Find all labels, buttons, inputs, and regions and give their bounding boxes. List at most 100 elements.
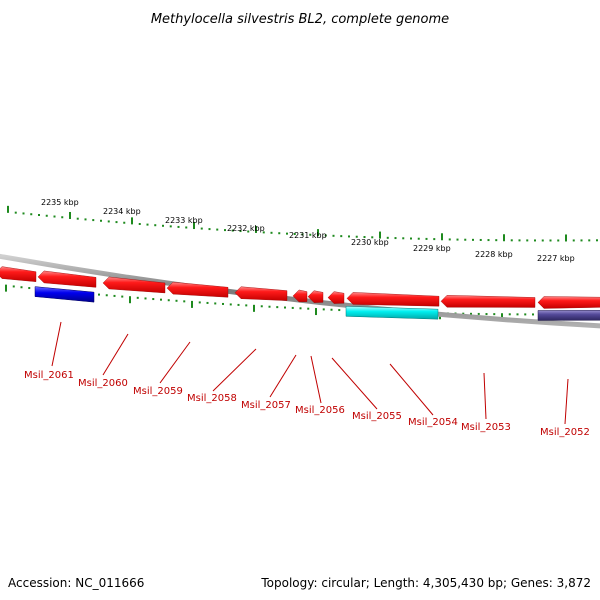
scale-minor-tick — [464, 238, 467, 241]
scale-major-tick — [441, 233, 443, 241]
scale-minor-tick — [301, 233, 304, 236]
scale-label: 2231 kbp — [289, 231, 327, 240]
scale-minor-tick — [355, 235, 358, 238]
gene-label[interactable]: Msil_2058 — [187, 393, 237, 404]
scale-minor-tick — [284, 306, 286, 309]
scale-minor-tick — [462, 312, 465, 315]
scale-minor-tick — [107, 220, 110, 223]
scale-minor-tick — [162, 224, 164, 227]
scale-minor-tick — [270, 231, 273, 234]
scale-minor-tick — [76, 217, 79, 220]
scale-minor-tick — [14, 211, 17, 214]
scale-minor-tick — [557, 239, 560, 242]
gene-arrow[interactable] — [440, 295, 536, 308]
scale-minor-tick — [363, 236, 366, 239]
gene-label[interactable]: Msil_2059 — [133, 386, 183, 397]
scale-minor-tick — [417, 237, 420, 240]
scale-major-tick — [191, 300, 193, 308]
scale-minor-tick — [293, 233, 296, 236]
gene-label[interactable]: Msil_2053 — [461, 422, 511, 433]
scale-minor-tick — [224, 229, 226, 232]
scale-minor-tick — [260, 305, 263, 308]
gene-arrow[interactable] — [37, 270, 97, 288]
scale-minor-tick — [588, 239, 591, 242]
scale-minor-tick — [22, 212, 25, 215]
gene-arrow[interactable] — [292, 289, 308, 303]
scale-minor-tick — [136, 296, 139, 299]
scale-minor-tick — [448, 238, 451, 241]
scale-major-tick — [255, 225, 257, 233]
scale-minor-tick — [532, 313, 534, 316]
label-leader-line — [102, 333, 129, 376]
scale-minor-tick — [167, 299, 170, 302]
scale-minor-tick — [144, 297, 147, 300]
scale-minor-tick — [28, 287, 31, 290]
gene-box[interactable] — [34, 286, 95, 303]
gene-arrow[interactable] — [102, 276, 166, 294]
gene-label[interactable]: Msil_2057 — [241, 400, 291, 411]
scale-minor-tick — [324, 234, 327, 237]
scale-minor-tick — [169, 225, 172, 228]
scale-minor-tick — [154, 224, 157, 227]
scale-minor-tick — [160, 298, 162, 301]
gene-arrow[interactable] — [234, 286, 288, 301]
scale-minor-tick — [247, 230, 250, 233]
gene-label[interactable]: Msil_2054 — [408, 417, 458, 428]
scale-minor-tick — [276, 306, 279, 309]
scale-major-tick — [501, 313, 503, 321]
scale-minor-tick — [402, 237, 405, 240]
label-leader-line — [483, 372, 487, 420]
scale-label: 2227 kbp — [537, 254, 575, 263]
scale-minor-tick — [200, 227, 203, 230]
scale-label: 2235 kbp — [41, 198, 79, 207]
gene-label[interactable]: Msil_2061 — [24, 370, 74, 381]
scale-major-tick — [193, 222, 195, 230]
scale-minor-tick — [61, 216, 64, 219]
label-leader-lines — [51, 321, 569, 425]
scale-major-tick — [317, 229, 319, 237]
gene-label[interactable]: Msil_2056 — [295, 405, 345, 416]
scale-minor-tick — [177, 225, 180, 228]
scale-minor-tick — [98, 293, 100, 296]
gene-features — [0, 266, 600, 321]
gene-label[interactable]: Msil_2052 — [540, 427, 590, 438]
gene-labels: Msil_2061 Msil_2060 Msil_2059 Msil_2058 … — [24, 370, 590, 438]
scale-minor-tick — [410, 237, 412, 240]
gene-arrow[interactable] — [0, 266, 37, 282]
gene-box[interactable] — [537, 310, 600, 321]
scale-minor-tick — [299, 307, 302, 310]
scale-minor-tick — [208, 228, 211, 231]
scale-minor-tick — [278, 232, 281, 235]
label-leader-line — [564, 378, 569, 425]
scale-minor-tick — [371, 236, 374, 239]
scale-minor-tick — [386, 236, 389, 239]
scale-minor-tick — [146, 223, 149, 226]
gene-arrow[interactable] — [166, 281, 229, 298]
scale-minor-tick — [206, 301, 209, 304]
scale-minor-tick — [510, 239, 513, 242]
scale-minor-tick — [12, 285, 15, 288]
scale-minor-tick — [185, 226, 188, 229]
scale-minor-tick — [526, 239, 529, 242]
scale-minor-tick — [121, 295, 124, 298]
gene-label[interactable]: Msil_2055 — [352, 411, 402, 422]
scale-major-tick — [69, 211, 71, 219]
scale-minor-tick — [493, 313, 496, 316]
label-leader-line — [269, 354, 297, 398]
gene-label[interactable]: Msil_2060 — [78, 378, 128, 389]
gene-arrow[interactable] — [327, 291, 345, 304]
scale-minor-tick — [216, 228, 219, 231]
scale-minor-tick — [214, 302, 217, 305]
scale-minor-tick — [433, 238, 436, 241]
scale-major-tick — [253, 304, 255, 312]
scale-minor-tick — [229, 303, 232, 306]
gene-arrow[interactable] — [307, 290, 324, 303]
scale-minor-tick — [20, 286, 23, 289]
scale-minor-tick — [479, 238, 482, 241]
scale-minor-tick — [262, 231, 265, 234]
gene-arrow[interactable] — [537, 296, 600, 309]
gene-arrow[interactable] — [346, 292, 440, 307]
scale-major-tick — [7, 205, 9, 213]
gene-box[interactable] — [345, 306, 439, 320]
scale-major-tick — [131, 217, 133, 225]
